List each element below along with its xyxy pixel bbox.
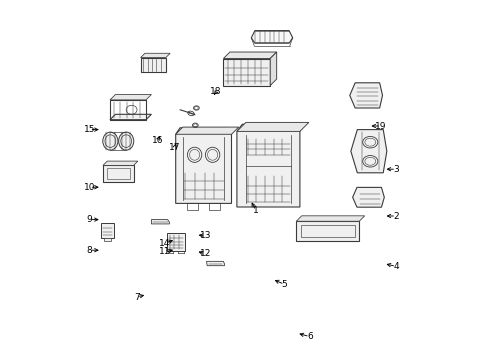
Ellipse shape bbox=[103, 132, 118, 150]
Polygon shape bbox=[353, 188, 384, 207]
Polygon shape bbox=[101, 223, 114, 238]
Text: 9: 9 bbox=[87, 215, 92, 224]
Ellipse shape bbox=[119, 132, 134, 150]
Polygon shape bbox=[206, 261, 224, 266]
Polygon shape bbox=[296, 221, 359, 241]
Text: 5: 5 bbox=[282, 280, 288, 289]
Text: 12: 12 bbox=[200, 249, 211, 258]
Text: 11: 11 bbox=[159, 248, 171, 256]
Polygon shape bbox=[176, 128, 231, 203]
Polygon shape bbox=[110, 114, 151, 120]
Polygon shape bbox=[151, 220, 170, 224]
Text: 19: 19 bbox=[375, 122, 387, 131]
Text: 16: 16 bbox=[152, 136, 164, 145]
Text: 14: 14 bbox=[159, 239, 171, 248]
Polygon shape bbox=[296, 216, 365, 221]
Text: 13: 13 bbox=[199, 231, 211, 240]
Polygon shape bbox=[176, 127, 239, 134]
Polygon shape bbox=[141, 53, 170, 58]
Polygon shape bbox=[237, 122, 309, 131]
Polygon shape bbox=[167, 233, 185, 251]
Text: 18: 18 bbox=[210, 87, 222, 96]
Polygon shape bbox=[237, 124, 300, 207]
Polygon shape bbox=[270, 52, 277, 85]
Polygon shape bbox=[351, 130, 387, 173]
Polygon shape bbox=[103, 161, 138, 166]
Text: 7: 7 bbox=[134, 292, 140, 302]
Polygon shape bbox=[223, 52, 277, 59]
Text: 15: 15 bbox=[84, 125, 95, 134]
Polygon shape bbox=[141, 58, 166, 72]
Polygon shape bbox=[110, 95, 151, 100]
Polygon shape bbox=[223, 59, 270, 85]
Polygon shape bbox=[104, 238, 111, 241]
Text: 2: 2 bbox=[393, 212, 399, 220]
Polygon shape bbox=[103, 166, 134, 182]
Text: 1: 1 bbox=[253, 206, 259, 215]
Polygon shape bbox=[251, 31, 293, 43]
Text: 17: 17 bbox=[169, 143, 180, 152]
Polygon shape bbox=[350, 83, 383, 108]
Text: 4: 4 bbox=[393, 262, 399, 271]
Text: 6: 6 bbox=[307, 332, 313, 341]
Text: 3: 3 bbox=[393, 165, 399, 174]
Text: 8: 8 bbox=[87, 246, 92, 255]
Text: 10: 10 bbox=[84, 183, 95, 192]
